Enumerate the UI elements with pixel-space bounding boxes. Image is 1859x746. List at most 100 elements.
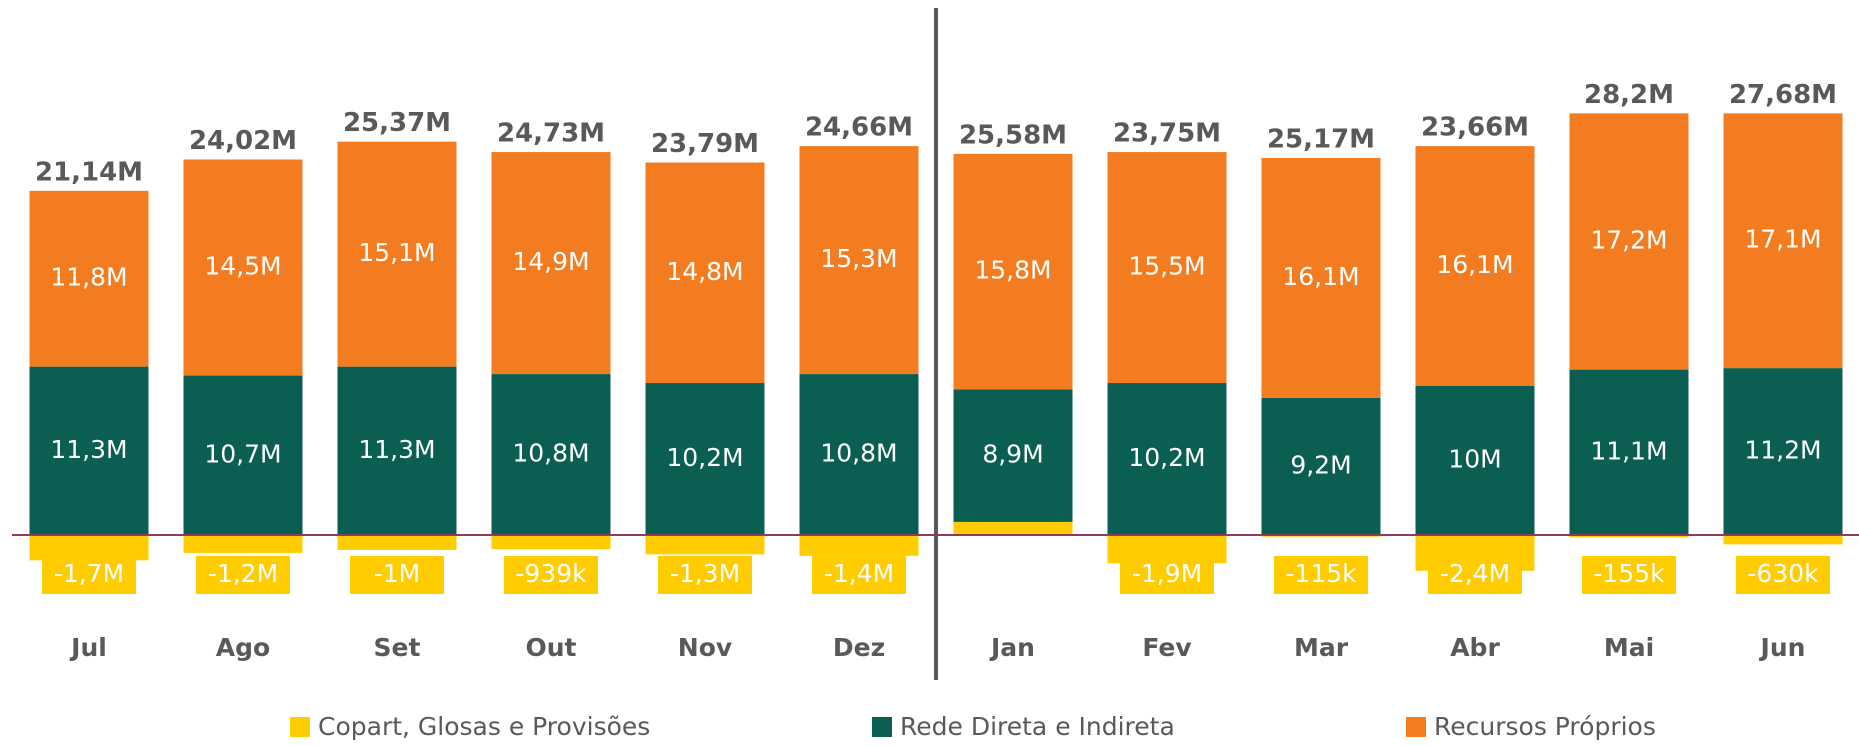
bar-segment	[337, 141, 457, 367]
label-box	[1120, 556, 1214, 594]
x-tick-label: Jan	[989, 633, 1035, 662]
data-label: 10,2M	[666, 443, 743, 472]
bar-segment	[1569, 369, 1689, 535]
label-box	[1736, 556, 1830, 594]
label-box	[196, 556, 290, 594]
x-tick-label: Set	[374, 633, 421, 662]
data-label: -630k	[1747, 559, 1819, 588]
legend-swatch	[872, 717, 892, 737]
bar-segment	[491, 535, 611, 549]
bar-segment	[337, 535, 457, 550]
bar-segment	[1723, 535, 1843, 545]
bar-segment	[29, 366, 149, 535]
label-box	[812, 556, 906, 594]
total-label: 27,68M	[1729, 80, 1837, 110]
data-label: -1,3M	[670, 559, 740, 588]
data-label: 11,3M	[50, 435, 127, 464]
bar-segment	[953, 153, 1073, 390]
total-label: 21,14M	[35, 157, 143, 187]
x-tick-label: Mai	[1604, 633, 1654, 662]
data-label: 11,2M	[1744, 436, 1821, 465]
data-label: -939k	[515, 559, 587, 588]
data-label: 10,8M	[820, 439, 897, 468]
label-box	[1428, 556, 1522, 594]
label-box	[350, 556, 444, 594]
data-label: -2,4M	[1440, 559, 1510, 588]
bar-segment	[645, 383, 765, 535]
total-label: 23,75M	[1113, 119, 1221, 149]
data-label: 16,1M	[1282, 262, 1359, 291]
label-box	[1274, 556, 1368, 594]
x-tick-label: Jul	[69, 633, 107, 662]
data-label: -1,9M	[1132, 559, 1202, 588]
label-box	[1582, 556, 1676, 594]
bar-segment	[799, 535, 919, 556]
total-label: 23,79M	[651, 129, 759, 159]
bar-segment	[799, 146, 919, 375]
bar-segment	[645, 162, 765, 384]
x-tick-label: Out	[525, 633, 576, 662]
bar-segment	[645, 535, 765, 555]
data-label: 11,3M	[358, 435, 435, 464]
bar-segment	[29, 190, 149, 367]
data-label: -1M	[374, 559, 421, 588]
bar-segment	[183, 375, 303, 535]
data-label: 10,7M	[204, 439, 281, 468]
bar-segment	[1261, 158, 1381, 398]
label-box	[42, 556, 136, 594]
data-label: 17,2M	[1590, 225, 1667, 254]
label-box	[504, 556, 598, 594]
data-label: 11,8M	[50, 263, 127, 292]
x-tick-label: Nov	[678, 633, 732, 662]
label-box	[658, 556, 752, 594]
x-tick-label: Mar	[1294, 633, 1349, 662]
data-label: -1,7M	[54, 559, 124, 588]
legend-label: Recursos Próprios	[1434, 712, 1656, 741]
bar-segment	[1415, 386, 1535, 535]
data-label: 15,5M	[1128, 252, 1205, 281]
total-label: 28,2M	[1584, 80, 1674, 110]
data-label: -1,2M	[208, 559, 278, 588]
x-tick-label: Abr	[1450, 633, 1500, 662]
bar-segment	[1723, 368, 1843, 535]
bar-segment	[491, 374, 611, 535]
bar-segment	[953, 389, 1073, 522]
bar-segment	[337, 366, 457, 535]
data-label: 15,3M	[820, 244, 897, 273]
data-label: 14,9M	[512, 247, 589, 276]
total-label: 25,58M	[959, 120, 1067, 150]
legend-label: Copart, Glosas e Provisões	[318, 712, 650, 741]
data-label: -1,4M	[824, 559, 894, 588]
bar-segment	[1415, 146, 1535, 386]
x-tick-label: Ago	[216, 633, 270, 662]
bar-segment	[1569, 535, 1689, 538]
bar-segment	[183, 159, 303, 376]
total-label: 25,17M	[1267, 125, 1375, 155]
legend-label: Rede Direta e Indireta	[900, 712, 1175, 741]
bar-segment	[491, 152, 611, 375]
x-tick-label: Jun	[1759, 633, 1806, 662]
bar-segment	[1261, 397, 1381, 535]
legend-swatch	[1406, 717, 1426, 737]
data-label: -115k	[1285, 559, 1357, 588]
data-label: 11,1M	[1590, 436, 1667, 465]
data-label: 10,2M	[1128, 443, 1205, 472]
data-label: 8,9M	[982, 440, 1043, 469]
data-label: -155k	[1593, 559, 1665, 588]
total-label: 24,02M	[189, 126, 297, 156]
x-tick-label: Fev	[1142, 633, 1191, 662]
total-label: 25,37M	[343, 108, 451, 138]
bar-segment	[183, 535, 303, 553]
bar-segment	[953, 521, 1073, 535]
data-label: 14,8M	[666, 257, 743, 286]
total-label: 24,73M	[497, 119, 605, 149]
bar-segment	[1107, 383, 1227, 535]
bar-segment	[1569, 113, 1689, 370]
data-label: 9,2M	[1290, 450, 1351, 479]
bar-segment	[1723, 113, 1843, 369]
total-label: 24,66M	[805, 113, 913, 143]
data-label: 10M	[1448, 445, 1501, 474]
data-label: 14,5M	[204, 252, 281, 281]
bar-segment	[799, 374, 919, 535]
legend-swatch	[290, 717, 310, 737]
